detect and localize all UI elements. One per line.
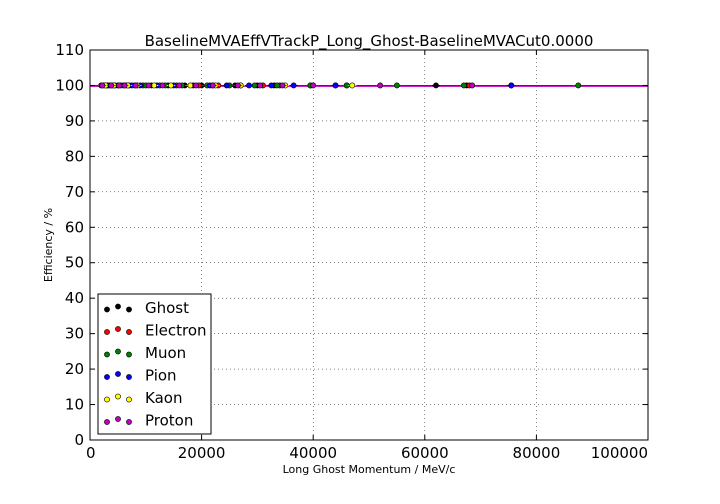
legend-marker bbox=[126, 396, 132, 403]
point-proton bbox=[145, 82, 152, 89]
legend-box bbox=[97, 293, 212, 435]
chart-title: BaselineMVAEffVTrackP_Long_Ghost-Baselin… bbox=[145, 32, 594, 51]
legend-entry-proton: Proton bbox=[104, 412, 193, 430]
point-proton bbox=[377, 82, 384, 89]
x-tick-label: 100000 bbox=[591, 444, 648, 462]
legend-label: Muon bbox=[145, 344, 186, 362]
y-tick-label: 0 bbox=[74, 431, 84, 449]
legend-label: Pion bbox=[145, 367, 177, 385]
plot-area bbox=[89, 49, 649, 441]
point-kaon bbox=[349, 82, 356, 89]
y-tick-label: 50 bbox=[65, 254, 84, 272]
legend-label: Ghost bbox=[145, 299, 189, 317]
x-tick-label: 60000 bbox=[401, 444, 449, 462]
point-kaon bbox=[168, 82, 174, 89]
legend-entry-pion: Pion bbox=[104, 367, 177, 385]
point-proton bbox=[279, 82, 286, 89]
y-tick-label: 60 bbox=[65, 218, 84, 236]
y-tick-label: 40 bbox=[65, 289, 84, 307]
legend-label: Electron bbox=[145, 322, 207, 340]
point-proton bbox=[176, 82, 183, 89]
legend-marker bbox=[104, 419, 110, 425]
point-proton bbox=[209, 82, 216, 89]
x-tick-label: 0 bbox=[86, 444, 96, 462]
point-proton bbox=[310, 82, 317, 89]
legend-marker bbox=[126, 374, 132, 380]
legend-marker bbox=[126, 419, 132, 425]
legend: Ghost Electron Muon Pion Kaon Proton bbox=[97, 293, 212, 435]
point-pion bbox=[223, 82, 230, 89]
legend-marker bbox=[104, 374, 110, 380]
point-pion bbox=[246, 82, 252, 89]
x-tick-label: 20000 bbox=[178, 444, 226, 462]
point-muon bbox=[393, 82, 400, 89]
x-tick-label: 80000 bbox=[513, 444, 561, 462]
legend-marker bbox=[115, 393, 121, 400]
point-proton bbox=[132, 82, 139, 89]
legend-marker bbox=[115, 416, 121, 422]
y-tick-label: 70 bbox=[65, 183, 84, 201]
point-proton bbox=[108, 82, 115, 89]
legend-label: Kaon bbox=[145, 389, 182, 407]
y-axis-label: Efficiency / % bbox=[42, 208, 55, 282]
legend-entry-electron: Electron bbox=[104, 322, 207, 340]
legend-marker bbox=[126, 329, 132, 335]
legend-marker bbox=[115, 371, 121, 377]
legend-marker bbox=[104, 396, 110, 403]
legend-marker bbox=[104, 329, 110, 335]
legend-marker bbox=[115, 326, 121, 332]
legend-entry-kaon: Kaon bbox=[104, 389, 182, 407]
legend-entry-ghost: Ghost bbox=[104, 299, 189, 317]
y-tick-label: 30 bbox=[65, 325, 84, 343]
y-tick-label: 80 bbox=[65, 147, 84, 165]
legend-marker bbox=[104, 306, 110, 313]
legend-entry-muon: Muon bbox=[104, 344, 186, 362]
point-pion bbox=[268, 82, 275, 89]
x-tick-label: 40000 bbox=[289, 444, 337, 462]
point-ghost bbox=[433, 82, 439, 89]
legend-marker bbox=[126, 306, 132, 313]
legend-marker bbox=[126, 351, 132, 358]
point-proton bbox=[193, 82, 199, 89]
legend-label: Proton bbox=[145, 412, 193, 430]
y-tick-label: 100 bbox=[55, 76, 84, 94]
axis-ticks: 0 10 20 30 40 50 60 70 80 90 100 110 0 20000 40000 6000… bbox=[55, 41, 649, 462]
x-axis-label: Long Ghost Momentum / MeV/c bbox=[283, 463, 456, 476]
point-proton bbox=[469, 82, 476, 89]
data-points bbox=[90, 82, 648, 89]
point-proton bbox=[159, 82, 166, 89]
y-tick-label: 10 bbox=[65, 396, 84, 414]
legend-marker bbox=[115, 348, 121, 355]
point-pion bbox=[290, 82, 297, 89]
legend-marker bbox=[104, 351, 110, 358]
point-proton bbox=[99, 82, 106, 89]
point-proton bbox=[257, 82, 264, 89]
y-tick-label: 20 bbox=[65, 360, 84, 378]
point-muon bbox=[575, 82, 582, 89]
y-tick-label: 90 bbox=[65, 112, 84, 130]
point-muon bbox=[460, 82, 467, 89]
point-proton bbox=[234, 82, 241, 89]
point-pion bbox=[508, 82, 515, 89]
legend-marker bbox=[115, 303, 121, 310]
y-tick-label: 110 bbox=[55, 41, 84, 59]
point-pion bbox=[332, 82, 339, 89]
point-proton bbox=[121, 82, 128, 89]
